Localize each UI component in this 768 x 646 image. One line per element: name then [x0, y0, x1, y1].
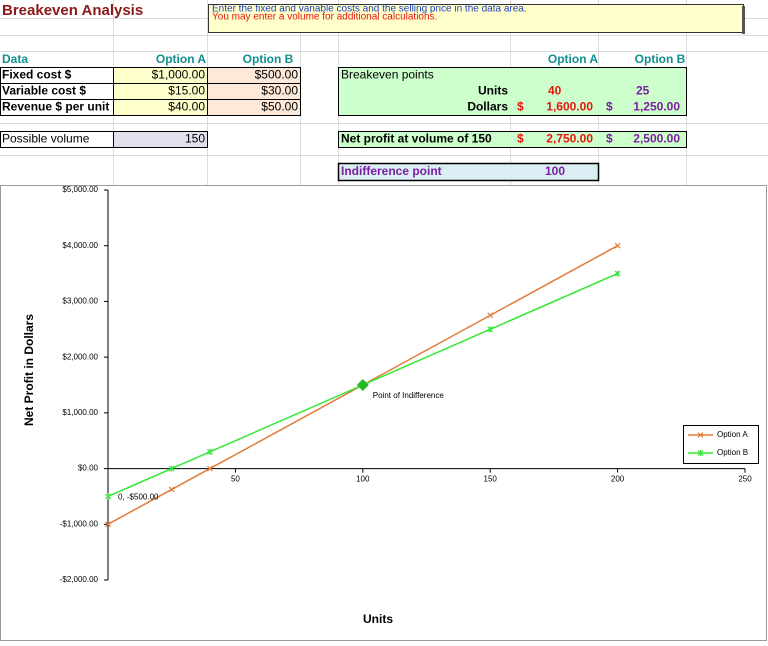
cell: $1,000.00: [152, 68, 206, 82]
cell: 2,750.00: [546, 132, 593, 146]
point: [614, 242, 621, 249]
point: [206, 448, 213, 455]
indifference-box: [337, 162, 600, 182]
row-label: Dollars: [467, 100, 508, 114]
note-line: You may enter a volume for additional ca…: [212, 12, 437, 23]
y-tick-label: $0.00: [78, 464, 99, 473]
table-header: Option A: [156, 52, 207, 66]
row-label: Possible volume: [2, 132, 90, 146]
y-axis-label: Net Profit in Dollars: [22, 314, 36, 426]
table-header: Option A: [548, 52, 599, 66]
point: [105, 521, 111, 528]
x-tick-label: 150: [484, 475, 498, 484]
x-axis-label: Units: [363, 612, 393, 626]
y-tick-label: $1,000.00: [62, 408, 98, 417]
point: [105, 493, 111, 500]
results-box: [338, 131, 687, 148]
cell: $: [517, 100, 524, 114]
table-header: Option B: [243, 52, 294, 66]
legend-marker: [697, 432, 704, 438]
point: [487, 312, 494, 319]
x-tick-label: 50: [231, 475, 240, 484]
cell: $: [606, 132, 613, 146]
cell: 100: [545, 164, 565, 178]
note-shadow: [742, 6, 745, 34]
cell: $50.00: [261, 100, 298, 114]
cell: 1,600.00: [546, 100, 593, 114]
cell: $: [517, 132, 524, 146]
y-tick-label: $5,000.00: [62, 185, 98, 194]
legend-marker: [697, 450, 704, 456]
legend-label: Option B: [717, 448, 748, 457]
cell-bg: [113, 67, 208, 116]
cell-bg: [113, 131, 208, 148]
row-label: Fixed cost $: [2, 68, 72, 82]
cell: 150: [185, 132, 205, 146]
cell: $15.00: [168, 84, 205, 98]
annotation: Point of Indifference: [373, 391, 445, 400]
legend-label: Option A: [717, 430, 748, 439]
series-line: [107, 272, 618, 498]
legend-box: [683, 425, 759, 464]
row-label: Units: [478, 84, 508, 98]
row-label: Net profit at volume of 150: [341, 132, 492, 146]
cell: 1,250.00: [633, 100, 680, 114]
cell: $40.00: [168, 100, 205, 114]
chart: Net Profit in Dollars Units $5,000.00 $4,…: [22, 185, 759, 626]
note-line: Enter the fixed and variable costs and t…: [212, 4, 527, 15]
table-border: [0, 67, 301, 116]
cell: $: [606, 100, 613, 114]
results-title: Breakeven points: [341, 68, 434, 82]
table-border: [0, 131, 208, 148]
annotation: 0, -$500.00: [118, 493, 159, 502]
point: [168, 486, 175, 493]
sheet-title: Breakeven Analysis: [2, 2, 143, 19]
table-header: Option B: [635, 52, 686, 66]
cell: $500.00: [255, 68, 299, 82]
annotation-marker: [356, 379, 369, 391]
table-header: Data: [2, 52, 28, 66]
row-label: Indifference point: [341, 164, 442, 178]
cell: $30.00: [261, 84, 298, 98]
x-tick-label: 250: [738, 475, 752, 484]
y-tick-label: $2,000.00: [62, 352, 98, 361]
point: [487, 326, 494, 333]
series-line: [107, 245, 618, 525]
x-tick-label: 100: [356, 475, 370, 484]
point: [614, 270, 621, 277]
results-box: [338, 67, 687, 116]
row-label: Revenue $ per unit: [2, 100, 109, 114]
y-tick-label: -$1,000.00: [60, 519, 99, 528]
y-tick-label: $4,000.00: [62, 241, 98, 250]
chart-area: [0, 185, 767, 641]
y-tick-label: -$2,000.00: [60, 575, 99, 584]
cell: 40: [548, 84, 562, 98]
note-box: [208, 4, 744, 33]
y-tick-label: $3,000.00: [62, 297, 98, 306]
row-label: Variable cost $: [2, 84, 86, 98]
point: [168, 465, 175, 472]
cell: 2,500.00: [633, 132, 680, 146]
point: [206, 465, 213, 472]
cell: 25: [636, 84, 650, 98]
x-tick-label: 200: [611, 475, 625, 484]
cell-bg: [207, 67, 301, 116]
